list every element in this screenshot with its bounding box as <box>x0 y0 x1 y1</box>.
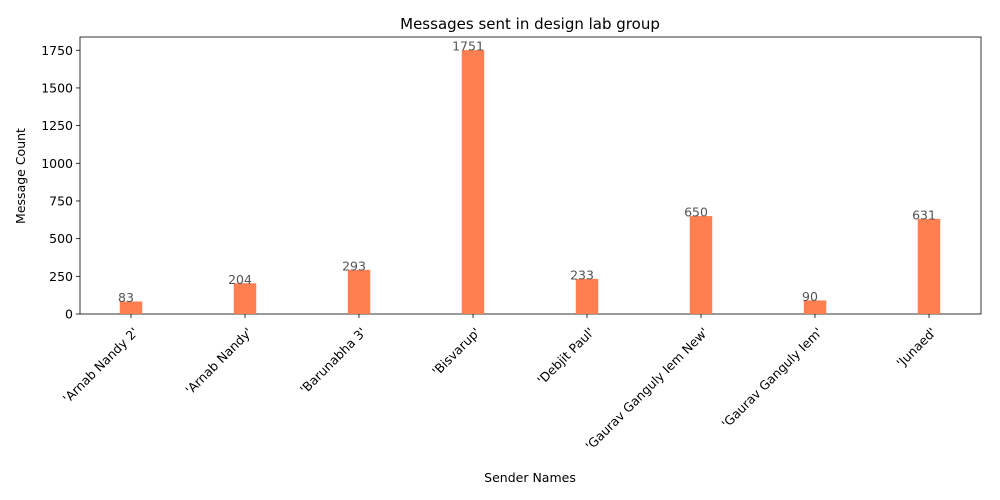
bar <box>233 283 257 314</box>
y-axis-label: Message Count <box>13 128 28 224</box>
plot-frame <box>79 36 982 315</box>
bar <box>803 300 827 314</box>
y-tick-label: 1000 <box>41 156 73 171</box>
bar-value-label: 90 <box>802 289 818 304</box>
bar-value-label: 233 <box>570 267 594 282</box>
y-tick-label: 250 <box>49 269 73 284</box>
y-tick-label: 750 <box>49 193 73 208</box>
y-tick-label: 1500 <box>41 80 73 95</box>
bar <box>917 218 941 314</box>
bar <box>347 269 371 314</box>
bar-value-label: 650 <box>684 205 708 220</box>
y-tick-label: 1750 <box>41 43 73 58</box>
y-tick-label: 500 <box>49 231 73 246</box>
x-axis-label: Sender Names <box>484 470 576 485</box>
bar <box>689 216 713 314</box>
bar-value-label: 83 <box>118 290 134 305</box>
bar-value-label: 293 <box>342 258 366 273</box>
bar <box>119 301 143 314</box>
bar <box>461 50 485 314</box>
y-tick-label: 0 <box>65 307 73 322</box>
bar-value-label: 1751 <box>452 39 484 54</box>
y-tick-label: 1250 <box>41 118 73 133</box>
bar-value-label: 631 <box>912 207 936 222</box>
bar-value-label: 204 <box>228 272 252 287</box>
chart-title: Messages sent in design lab group <box>400 15 660 33</box>
bar <box>575 278 599 314</box>
